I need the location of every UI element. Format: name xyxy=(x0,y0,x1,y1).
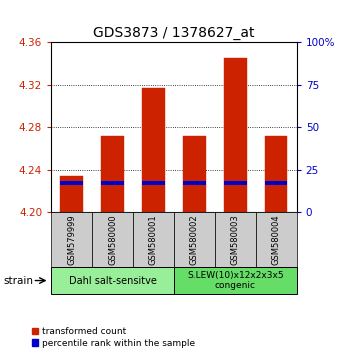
Bar xyxy=(183,136,206,212)
Bar xyxy=(60,181,83,185)
Text: GSM580002: GSM580002 xyxy=(190,215,199,265)
Bar xyxy=(224,181,247,185)
Legend: transformed count, percentile rank within the sample: transformed count, percentile rank withi… xyxy=(32,327,195,348)
Bar xyxy=(265,136,287,212)
Bar xyxy=(101,181,124,185)
Text: strain: strain xyxy=(3,275,33,286)
Text: GSM580003: GSM580003 xyxy=(231,215,240,265)
Text: S.LEW(10)x12x2x3x5
congenic: S.LEW(10)x12x2x3x5 congenic xyxy=(187,271,284,290)
Bar xyxy=(142,88,165,212)
Text: GSM580001: GSM580001 xyxy=(149,215,158,265)
Title: GDS3873 / 1378627_at: GDS3873 / 1378627_at xyxy=(93,26,255,40)
Bar xyxy=(183,181,206,185)
Text: GSM580000: GSM580000 xyxy=(108,215,117,265)
Bar xyxy=(224,58,247,212)
Text: GSM580004: GSM580004 xyxy=(272,215,281,265)
Bar xyxy=(60,176,83,212)
Bar xyxy=(142,181,165,185)
Text: GSM579999: GSM579999 xyxy=(67,215,76,265)
Bar xyxy=(101,136,124,212)
Text: Dahl salt-sensitve: Dahl salt-sensitve xyxy=(69,275,157,286)
Bar xyxy=(265,181,287,185)
